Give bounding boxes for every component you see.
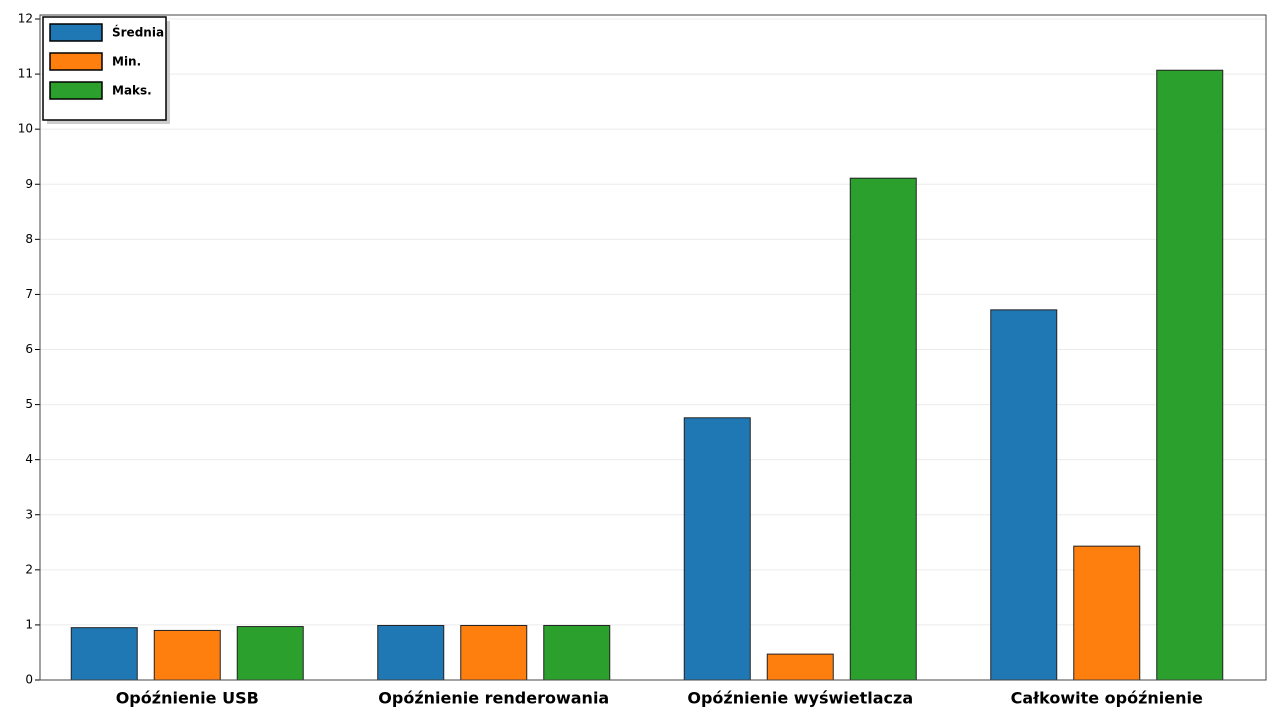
bar <box>70 627 138 681</box>
y-tick-label: 10 <box>18 122 33 136</box>
bar <box>460 624 528 681</box>
y-tick-label: 12 <box>18 12 33 26</box>
plot-frame <box>39 14 1267 681</box>
y-tick-label: 5 <box>25 397 33 411</box>
legend-label: Min. <box>112 55 141 69</box>
bar <box>236 626 304 681</box>
bar <box>766 653 834 681</box>
legend-swatch <box>49 81 103 100</box>
legend-label: Maks. <box>112 84 152 98</box>
y-tick-label: 2 <box>25 562 33 576</box>
y-tick-label: 9 <box>25 177 33 191</box>
y-tick-label: 11 <box>18 67 33 81</box>
bar <box>683 417 751 681</box>
y-tick-label: 8 <box>25 232 33 246</box>
bar <box>377 624 445 681</box>
bar <box>1156 69 1224 681</box>
bar <box>153 629 221 681</box>
bar <box>990 309 1058 681</box>
bar <box>1073 545 1141 681</box>
y-tick-label: 3 <box>25 507 33 521</box>
x-tick-label: Opóźnienie wyświetlacza <box>687 689 913 708</box>
legend-swatch <box>49 52 103 71</box>
x-tick-label: Całkowite opóźnienie <box>1011 689 1203 708</box>
legend-label: Średnia <box>112 25 164 40</box>
y-tick-label: 1 <box>25 617 33 631</box>
x-tick-label: Opóźnienie USB <box>116 689 259 708</box>
y-tick-label: 6 <box>25 342 33 356</box>
bar <box>543 624 611 681</box>
y-tick-label: 4 <box>25 452 33 466</box>
y-tick-label: 0 <box>25 673 33 687</box>
plot-area <box>40 15 1266 680</box>
y-tick-label: 7 <box>25 287 33 301</box>
legend-swatch <box>49 23 103 42</box>
bar <box>849 177 917 681</box>
x-tick-label: Opóźnienie renderowania <box>378 689 609 708</box>
